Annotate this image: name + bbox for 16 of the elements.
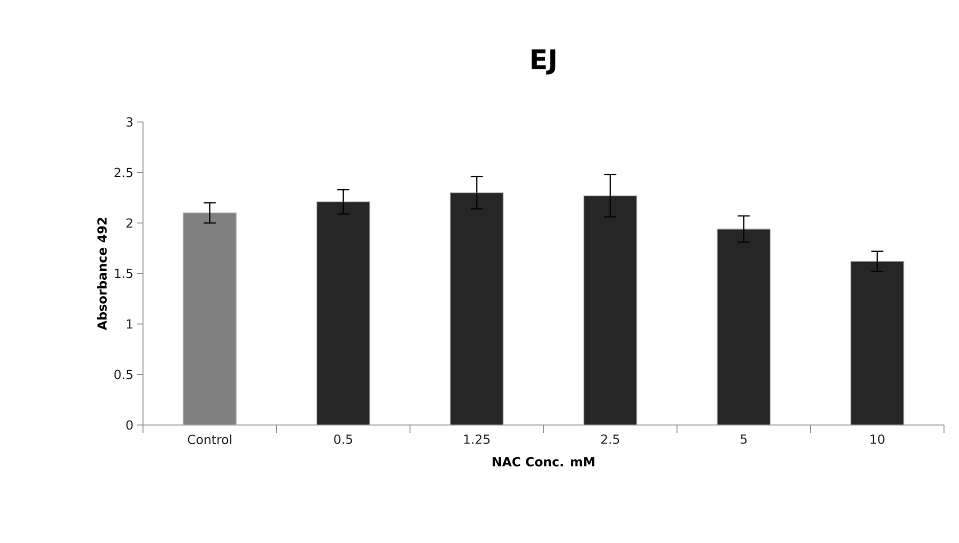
- chart-title: EJ: [532, 49, 556, 74]
- y-axis-title: Absorbance 492: [97, 218, 107, 330]
- x-tick-label: Control: [188, 434, 232, 444]
- x-tick-label: 0.5: [334, 434, 352, 444]
- x-tick-label: 5: [740, 434, 747, 444]
- x-tick-label: 2.5: [601, 434, 620, 444]
- y-tick-label: 2.5: [114, 168, 132, 178]
- x-axis-title: NAC Conc. mM: [492, 457, 594, 466]
- y-tick-label: 2: [126, 218, 132, 228]
- y-tick-label: 0: [126, 420, 133, 430]
- x-tick-label: 10: [870, 434, 884, 444]
- x-tick-label: 1.25: [464, 434, 490, 444]
- y-tick-label: 3: [126, 117, 132, 127]
- y-tick-label: 0.5: [114, 370, 132, 380]
- y-tick-label: 1: [126, 319, 132, 329]
- y-tick-label: 1.5: [114, 268, 132, 278]
